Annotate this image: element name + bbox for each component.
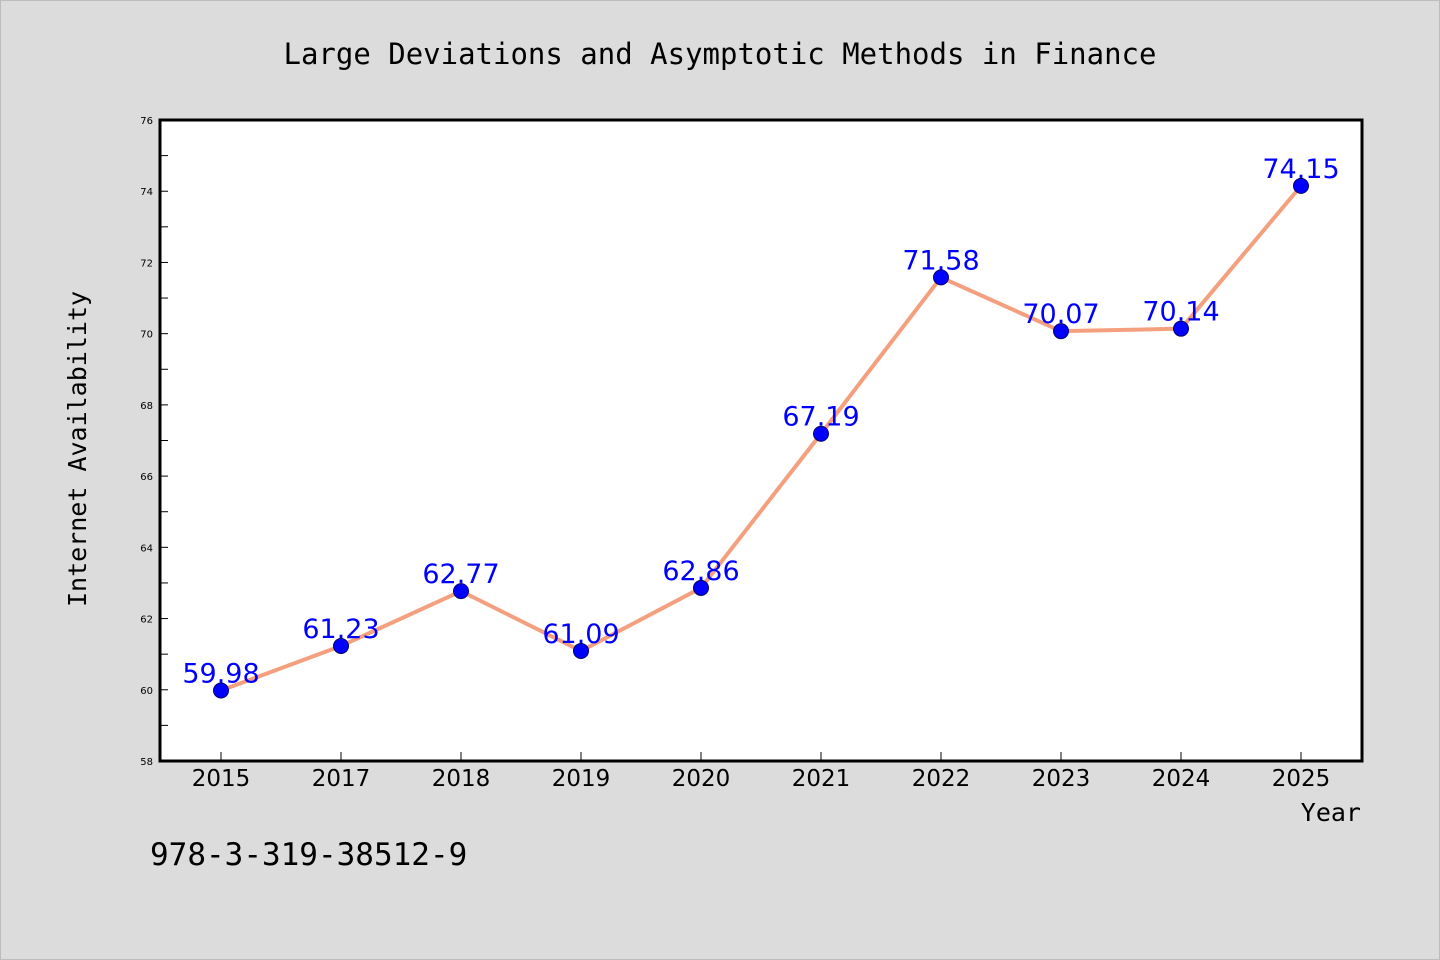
x-tick-label: 2020 — [672, 766, 731, 792]
data-label: 61.09 — [542, 619, 619, 650]
data-label: 59.98 — [182, 658, 259, 689]
y-tick-label: 76 — [140, 116, 153, 127]
data-label: 70.07 — [1022, 299, 1099, 330]
y-tick-label: 68 — [140, 401, 153, 412]
series-markers — [213, 177, 1309, 699]
x-axis: 2015 2017 2018 2019 2020 2021 2022 2023 2024 2025 — [192, 752, 1331, 792]
x-tick-label: 2025 — [1272, 766, 1331, 792]
data-label: 61.23 — [302, 614, 379, 645]
y-tick-label: 64 — [140, 543, 153, 554]
chart-title: Large Deviations and Asymptotic Methods … — [284, 37, 1157, 71]
y-tick-label: 58 — [140, 757, 153, 768]
data-point — [693, 579, 709, 596]
data-point — [1293, 177, 1309, 194]
data-point — [1173, 320, 1189, 337]
x-tick-label: 2023 — [1032, 766, 1091, 792]
series-line — [219, 183, 1303, 693]
data-point — [333, 637, 349, 654]
x-tick-label: 2015 — [192, 766, 251, 792]
x-tick-label: 2018 — [432, 766, 491, 792]
y-axis-label: Internet Availability — [63, 291, 92, 607]
x-axis-label: Year — [1301, 798, 1361, 827]
x-tick-label: 2022 — [912, 766, 971, 792]
y-tick-label: 70 — [140, 330, 153, 341]
y-tick-label: 74 — [140, 187, 153, 198]
x-tick-label: 2019 — [552, 766, 611, 792]
x-tick-label: 2024 — [1152, 766, 1211, 792]
y-tick-label: 60 — [140, 686, 153, 697]
y-tick-label: 72 — [140, 258, 153, 269]
y-tick-label: 66 — [140, 472, 153, 483]
isbn-text: 978-3-319-38512-9 — [150, 837, 467, 873]
plot-area — [158, 118, 1364, 763]
data-labels: 59.98 61.23 62.77 61.09 62.86 67.19 71.58 70.07… — [182, 154, 1339, 690]
data-label: 62.86 — [662, 556, 739, 587]
data-point — [1053, 323, 1069, 340]
data-label: 74.15 — [1262, 154, 1339, 185]
data-label: 62.77 — [422, 559, 499, 590]
x-tick-label: 2021 — [792, 766, 851, 792]
data-point — [453, 583, 469, 600]
y-axis: 58 60 62 64 66 68 70 72 74 76 — [140, 116, 168, 768]
x-tick-label: 2017 — [312, 766, 371, 792]
data-label: 71.58 — [902, 245, 979, 276]
data-point — [573, 642, 589, 659]
data-point — [813, 425, 829, 442]
data-point — [213, 682, 229, 699]
data-label: 67.19 — [782, 402, 859, 433]
data-point — [933, 269, 949, 286]
y-tick-label: 62 — [140, 615, 153, 626]
data-label: 70.14 — [1142, 297, 1219, 328]
